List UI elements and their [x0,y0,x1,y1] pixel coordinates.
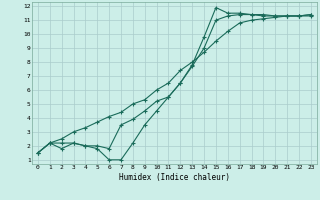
X-axis label: Humidex (Indice chaleur): Humidex (Indice chaleur) [119,173,230,182]
